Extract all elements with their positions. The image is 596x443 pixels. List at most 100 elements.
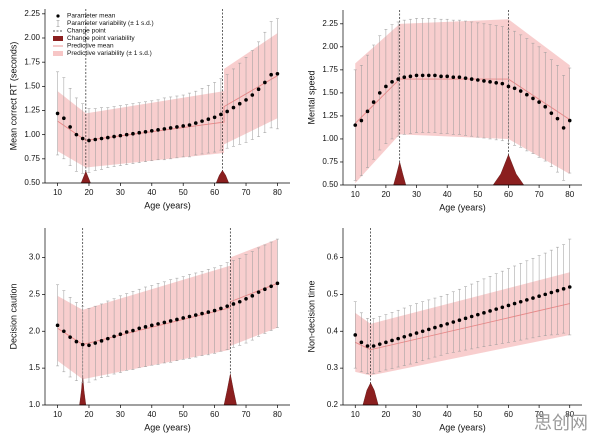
panel: 0.50 0.75 1.00 1.25 1.50 1.75 2.00 2.25 10 20 30 40…: [306, 10, 582, 212]
x-tick-label: 70: [242, 410, 251, 419]
point: [402, 334, 407, 339]
point: [567, 285, 572, 289]
x-tick-label: 20: [381, 190, 390, 199]
point: [457, 318, 462, 322]
point: [414, 73, 419, 78]
point: [181, 124, 186, 128]
point: [275, 71, 280, 76]
point: [269, 284, 273, 289]
predictive-mean: [355, 303, 570, 351]
point: [68, 125, 72, 129]
point: [371, 100, 376, 104]
point: [175, 317, 179, 322]
point: [531, 96, 535, 101]
point: [469, 77, 474, 81]
y-tick-label: 0.2: [327, 400, 339, 409]
point: [402, 75, 407, 80]
point: [137, 326, 142, 331]
point: [106, 336, 110, 341]
point: [206, 310, 211, 314]
point: [555, 116, 560, 121]
point: [149, 129, 154, 133]
x-axis-label: Age (years): [144, 200, 191, 210]
point: [112, 334, 116, 339]
y-axis-label: Mental speed: [306, 70, 316, 124]
watermark: 思创网: [534, 413, 588, 433]
point: [87, 138, 91, 143]
x-tick-label: 40: [443, 410, 452, 419]
point: [187, 314, 192, 319]
point: [420, 73, 425, 78]
point: [414, 331, 419, 335]
point: [187, 123, 192, 127]
x-tick-label: 30: [116, 188, 125, 197]
point: [175, 125, 179, 129]
x-tick-label: 50: [179, 410, 188, 419]
y-axis-label: Non-decision time: [306, 280, 316, 352]
point: [225, 304, 229, 308]
point: [244, 98, 248, 102]
point: [377, 91, 382, 95]
y-axis-label: Decision caution: [8, 283, 18, 349]
point: [439, 323, 443, 328]
y-tick-label: 1.5: [29, 363, 41, 372]
point: [377, 342, 382, 346]
change-point-density: [362, 382, 379, 406]
point: [106, 135, 110, 140]
point: [561, 287, 566, 291]
point: [68, 335, 72, 339]
point: [525, 298, 529, 302]
point: [124, 330, 129, 334]
point: [219, 306, 223, 311]
point: [74, 339, 79, 344]
predictive-band: [57, 33, 278, 168]
predictive-band: [355, 272, 570, 376]
point: [482, 79, 486, 83]
point: [162, 320, 167, 325]
y-tick-label: 1.00: [24, 130, 40, 139]
point: [250, 294, 255, 298]
point: [525, 92, 529, 97]
point: [463, 76, 468, 80]
point: [365, 109, 370, 114]
change-point-density: [393, 161, 407, 186]
point: [384, 84, 388, 89]
point: [250, 93, 255, 97]
point: [371, 344, 376, 348]
point: [426, 73, 431, 78]
y-tick-label: 2.5: [29, 289, 41, 298]
predictive-band: [57, 239, 278, 380]
legend-label: Change point variability: [67, 35, 135, 42]
x-tick-label: 70: [535, 410, 544, 419]
point: [212, 308, 217, 313]
point: [506, 303, 511, 308]
point: [99, 339, 104, 343]
y-tick-label: 1.75: [322, 65, 338, 74]
point: [543, 104, 548, 109]
point: [408, 333, 413, 337]
point: [212, 115, 217, 120]
point: [80, 342, 85, 347]
panel: 1.0 1.5 2.0 2.5 3.0 10 20 30 40 50 60 70 80 Age (year…: [8, 228, 290, 432]
point: [500, 305, 505, 310]
point: [396, 336, 400, 341]
point: [445, 74, 449, 79]
point: [256, 87, 261, 92]
point: [124, 132, 129, 137]
point: [168, 319, 173, 323]
y-tick-label: 1.25: [322, 111, 338, 120]
point: [445, 322, 449, 326]
y-tick-label: 1.50: [322, 88, 338, 97]
point: [112, 134, 116, 139]
point: [353, 333, 358, 337]
point: [269, 72, 273, 77]
x-tick-label: 30: [412, 410, 421, 419]
point: [420, 329, 425, 334]
point: [219, 112, 223, 117]
legend-symbol: [53, 36, 63, 41]
x-tick-label: 60: [504, 190, 513, 199]
y-tick-label: 1.00: [322, 134, 338, 143]
point: [518, 89, 523, 93]
x-tick-label: 20: [85, 188, 94, 197]
